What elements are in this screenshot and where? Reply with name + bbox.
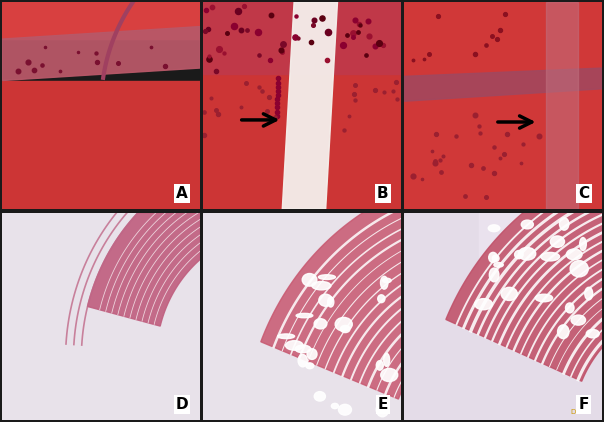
- Bar: [479, 213, 602, 306]
- Ellipse shape: [341, 325, 350, 333]
- Ellipse shape: [501, 287, 518, 300]
- Ellipse shape: [376, 361, 384, 370]
- Ellipse shape: [302, 273, 317, 286]
- Ellipse shape: [382, 278, 391, 283]
- Ellipse shape: [535, 294, 553, 302]
- Ellipse shape: [335, 317, 352, 331]
- Ellipse shape: [306, 363, 313, 369]
- Ellipse shape: [488, 225, 500, 232]
- Polygon shape: [547, 2, 578, 209]
- Text: A: A: [176, 186, 188, 201]
- Polygon shape: [404, 68, 602, 101]
- Text: F: F: [579, 397, 589, 412]
- Bar: [2, 81, 200, 209]
- Bar: [204, 2, 400, 74]
- Polygon shape: [446, 151, 604, 381]
- Ellipse shape: [567, 249, 582, 260]
- Polygon shape: [282, 2, 338, 209]
- Ellipse shape: [307, 349, 317, 360]
- Bar: [2, 2, 200, 39]
- Polygon shape: [2, 27, 200, 81]
- Ellipse shape: [586, 330, 599, 338]
- Ellipse shape: [314, 392, 326, 401]
- Ellipse shape: [278, 334, 295, 338]
- Ellipse shape: [378, 295, 385, 303]
- Ellipse shape: [521, 220, 533, 229]
- Ellipse shape: [557, 325, 569, 338]
- Ellipse shape: [559, 218, 569, 230]
- Ellipse shape: [332, 403, 338, 408]
- Ellipse shape: [384, 353, 390, 366]
- Ellipse shape: [319, 294, 332, 306]
- Ellipse shape: [314, 319, 327, 329]
- Ellipse shape: [518, 247, 536, 260]
- Ellipse shape: [318, 275, 335, 279]
- Ellipse shape: [541, 252, 559, 261]
- Text: D: D: [176, 397, 188, 412]
- Ellipse shape: [312, 281, 331, 290]
- Ellipse shape: [570, 261, 588, 277]
- Ellipse shape: [565, 303, 574, 313]
- Ellipse shape: [571, 315, 585, 325]
- Ellipse shape: [295, 345, 310, 353]
- Text: DXA: DXA: [571, 409, 585, 415]
- Ellipse shape: [580, 238, 586, 251]
- Ellipse shape: [376, 403, 388, 417]
- Ellipse shape: [492, 255, 499, 262]
- Ellipse shape: [585, 287, 593, 300]
- Ellipse shape: [515, 251, 523, 259]
- Text: C: C: [578, 186, 590, 201]
- Ellipse shape: [296, 314, 313, 318]
- Ellipse shape: [381, 368, 398, 381]
- Polygon shape: [261, 172, 492, 399]
- Ellipse shape: [489, 252, 498, 262]
- Polygon shape: [88, 213, 200, 326]
- Text: E: E: [378, 397, 388, 412]
- Ellipse shape: [550, 236, 565, 247]
- Ellipse shape: [494, 262, 503, 267]
- Text: B: B: [377, 186, 389, 201]
- Ellipse shape: [381, 276, 388, 289]
- Ellipse shape: [298, 354, 307, 367]
- Ellipse shape: [489, 268, 499, 282]
- Ellipse shape: [327, 297, 334, 307]
- Ellipse shape: [475, 299, 492, 310]
- Ellipse shape: [338, 404, 352, 415]
- Ellipse shape: [286, 341, 303, 350]
